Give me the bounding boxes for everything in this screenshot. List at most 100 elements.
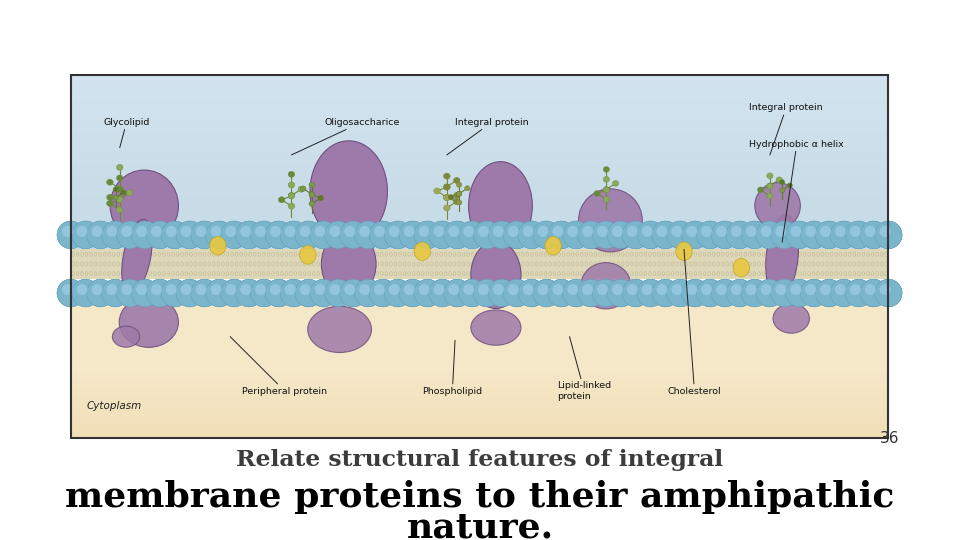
Ellipse shape xyxy=(756,221,783,249)
Ellipse shape xyxy=(280,221,307,249)
Bar xyxy=(71,171,888,177)
Ellipse shape xyxy=(146,279,174,307)
Ellipse shape xyxy=(741,279,768,307)
Ellipse shape xyxy=(790,284,802,295)
Ellipse shape xyxy=(146,279,174,307)
Ellipse shape xyxy=(850,284,861,295)
Ellipse shape xyxy=(771,221,798,249)
Ellipse shape xyxy=(787,183,792,188)
Ellipse shape xyxy=(731,226,742,237)
Ellipse shape xyxy=(300,284,311,295)
Ellipse shape xyxy=(444,205,450,211)
Ellipse shape xyxy=(295,221,323,249)
Text: Cytoplasm: Cytoplasm xyxy=(87,401,142,411)
Ellipse shape xyxy=(359,226,371,237)
Ellipse shape xyxy=(776,284,786,295)
Ellipse shape xyxy=(324,221,352,249)
Ellipse shape xyxy=(696,279,724,307)
Ellipse shape xyxy=(315,226,325,237)
Ellipse shape xyxy=(652,221,679,249)
Ellipse shape xyxy=(771,279,798,307)
Bar xyxy=(71,75,888,249)
Ellipse shape xyxy=(77,284,87,295)
Ellipse shape xyxy=(121,284,132,295)
Ellipse shape xyxy=(324,279,352,307)
Ellipse shape xyxy=(180,226,192,237)
Ellipse shape xyxy=(329,284,341,295)
Ellipse shape xyxy=(414,221,442,249)
Ellipse shape xyxy=(429,279,456,307)
Ellipse shape xyxy=(122,219,153,294)
Ellipse shape xyxy=(478,226,489,237)
Ellipse shape xyxy=(340,221,367,249)
Bar xyxy=(71,402,888,409)
Bar xyxy=(71,107,888,113)
Ellipse shape xyxy=(251,279,277,307)
Bar xyxy=(71,94,888,100)
Text: Cholesterol: Cholesterol xyxy=(667,249,721,396)
Ellipse shape xyxy=(136,226,147,237)
Bar xyxy=(71,139,888,145)
Ellipse shape xyxy=(815,279,843,307)
Ellipse shape xyxy=(107,200,113,206)
Ellipse shape xyxy=(563,221,589,249)
Ellipse shape xyxy=(288,182,295,188)
Ellipse shape xyxy=(666,279,694,307)
Ellipse shape xyxy=(72,221,99,249)
Bar xyxy=(71,82,888,87)
Ellipse shape xyxy=(548,279,575,307)
Bar xyxy=(71,417,888,424)
Ellipse shape xyxy=(370,279,396,307)
Bar xyxy=(71,87,888,94)
Ellipse shape xyxy=(288,192,295,199)
Ellipse shape xyxy=(285,284,296,295)
Ellipse shape xyxy=(77,284,87,295)
Ellipse shape xyxy=(464,226,474,237)
Ellipse shape xyxy=(116,221,144,249)
Ellipse shape xyxy=(641,284,653,295)
Text: Integral protein: Integral protein xyxy=(750,103,823,155)
Ellipse shape xyxy=(91,284,103,295)
Text: Lipid-linked
protein: Lipid-linked protein xyxy=(557,336,612,401)
Ellipse shape xyxy=(489,279,516,307)
Ellipse shape xyxy=(340,279,367,307)
Ellipse shape xyxy=(538,226,548,237)
Ellipse shape xyxy=(865,284,876,295)
Ellipse shape xyxy=(548,279,575,307)
Text: 36: 36 xyxy=(879,431,900,446)
Ellipse shape xyxy=(830,221,857,249)
Bar xyxy=(71,388,888,395)
Ellipse shape xyxy=(72,221,99,249)
Ellipse shape xyxy=(790,226,802,237)
Ellipse shape xyxy=(879,284,891,295)
Ellipse shape xyxy=(538,284,548,295)
Ellipse shape xyxy=(607,279,635,307)
Ellipse shape xyxy=(567,226,578,237)
Bar xyxy=(71,249,888,279)
Ellipse shape xyxy=(489,279,516,307)
Ellipse shape xyxy=(112,326,140,347)
Ellipse shape xyxy=(166,284,177,295)
Ellipse shape xyxy=(180,284,192,295)
Ellipse shape xyxy=(456,191,462,196)
Ellipse shape xyxy=(776,177,782,183)
Ellipse shape xyxy=(473,221,500,249)
Ellipse shape xyxy=(448,284,459,295)
Ellipse shape xyxy=(176,221,204,249)
Ellipse shape xyxy=(107,194,113,200)
Ellipse shape xyxy=(716,226,727,237)
Ellipse shape xyxy=(419,226,429,237)
Ellipse shape xyxy=(563,279,589,307)
Ellipse shape xyxy=(671,226,683,237)
Ellipse shape xyxy=(151,226,162,237)
Ellipse shape xyxy=(470,241,521,308)
Ellipse shape xyxy=(767,183,773,189)
Ellipse shape xyxy=(308,306,372,353)
Ellipse shape xyxy=(785,221,813,249)
Ellipse shape xyxy=(146,221,174,249)
Text: Peripheral protein: Peripheral protein xyxy=(230,336,327,396)
Ellipse shape xyxy=(86,279,114,307)
Bar xyxy=(71,164,888,171)
Ellipse shape xyxy=(414,279,442,307)
Ellipse shape xyxy=(210,226,222,237)
